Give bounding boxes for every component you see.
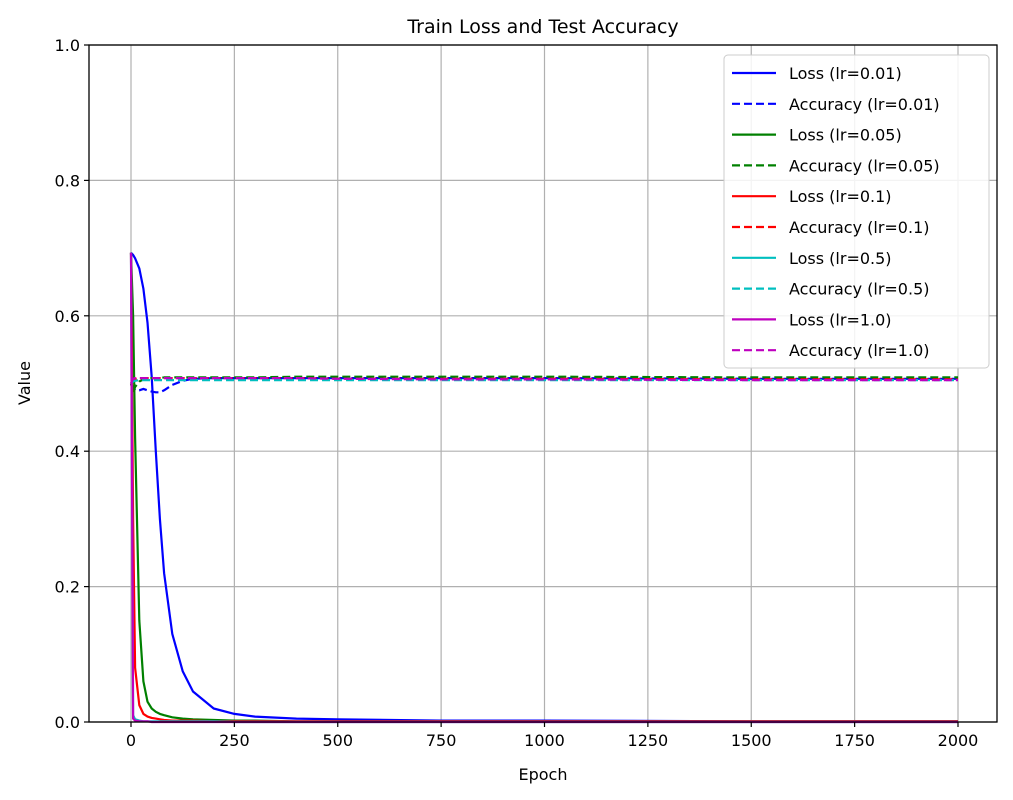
y-tick-label: 1.0: [55, 36, 80, 55]
y-tick-label: 0.8: [55, 171, 80, 190]
series-line: [130, 252, 958, 723]
legend-label: Loss (lr=0.05): [789, 126, 902, 145]
legend-label: Loss (lr=1.0): [789, 310, 892, 329]
legend-label: Accuracy (lr=0.01): [789, 95, 940, 114]
series-line: [130, 377, 958, 394]
y-axis-label: Value: [15, 361, 34, 405]
legend: Loss (lr=0.01) Accuracy (lr=0.01) Loss (lr…: [723, 54, 990, 369]
plot-series: [129, 252, 958, 724]
x-tick-label: 1250: [628, 731, 669, 750]
x-tick-label: 1500: [731, 731, 772, 750]
series-line: [130, 379, 958, 385]
legend-label: Accuracy (lr=0.5): [789, 280, 930, 299]
x-tick-label: 500: [322, 731, 353, 750]
y-tick-label: 0.0: [55, 713, 80, 732]
legend-label: Loss (lr=0.01): [789, 64, 902, 83]
x-tick-label: 1000: [524, 731, 565, 750]
series-line: [129, 377, 958, 384]
x-tick-label: 1750: [834, 731, 875, 750]
x-tick-label: 0: [126, 731, 136, 750]
y-tick-label: 0.4: [55, 442, 80, 461]
legend-label: Accuracy (lr=0.1): [789, 218, 930, 237]
x-axis-ticks: 0 250 500 750 1000 1250 1500 1750 2000: [126, 722, 978, 750]
plot-frame: [88, 44, 998, 723]
legend-label: Accuracy (lr=1.0): [789, 341, 930, 360]
legend-label: Loss (lr=0.1): [789, 187, 892, 206]
y-tick-label: 0.6: [55, 307, 80, 326]
legend-label: Loss (lr=0.5): [789, 249, 892, 268]
x-tick-label: 2000: [938, 731, 979, 750]
x-axis-label: Epoch: [519, 765, 568, 784]
chart-title: Train Loss and Test Accuracy: [406, 16, 678, 38]
x-tick-label: 250: [219, 731, 250, 750]
y-tick-label: 0.2: [55, 578, 80, 597]
legend-label: Accuracy (lr=0.05): [789, 156, 940, 175]
y-axis-ticks: 0.0 0.2 0.4 0.6 0.8 1.0: [55, 36, 89, 732]
x-tick-label: 750: [426, 731, 457, 750]
